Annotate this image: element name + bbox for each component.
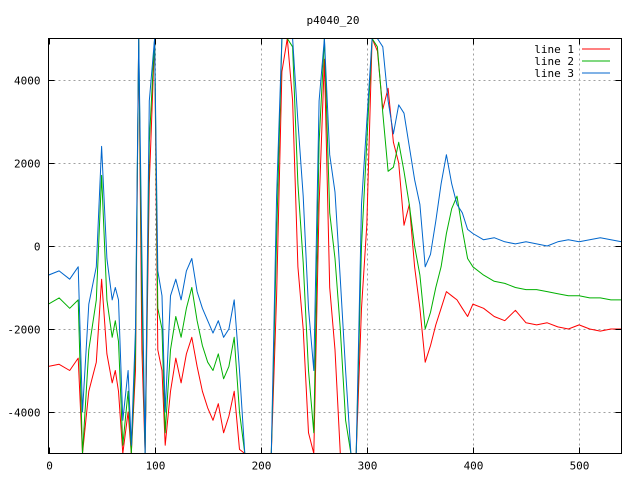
legend-label-1: line 1 (534, 43, 574, 56)
x-tick-label: 0 (46, 460, 53, 473)
x-tick-label: 300 (358, 460, 378, 473)
y-tick-label: 2000 (14, 158, 41, 171)
series-lines (48, 38, 622, 454)
chart-title: p4040_20 (307, 14, 360, 27)
y-tick-label: -4000 (7, 407, 40, 420)
grid-lines (48, 38, 622, 454)
y-tick-label: -2000 (7, 324, 40, 337)
y-tick-label: 0 (34, 241, 41, 254)
legend-label-2: line 2 (534, 55, 574, 68)
legend-label-3: line 3 (534, 67, 574, 80)
x-tick-label: 500 (570, 460, 590, 473)
x-tick-label: 100 (146, 460, 166, 473)
series-line-3 (48, 38, 622, 454)
axis-ticks: 0 100 200 300 400 500 -4000 -2000 0 2000 4000 (7, 38, 622, 473)
x-tick-label: 200 (252, 460, 272, 473)
x-tick-label: 400 (464, 460, 484, 473)
y-tick-label: 4000 (14, 75, 41, 88)
